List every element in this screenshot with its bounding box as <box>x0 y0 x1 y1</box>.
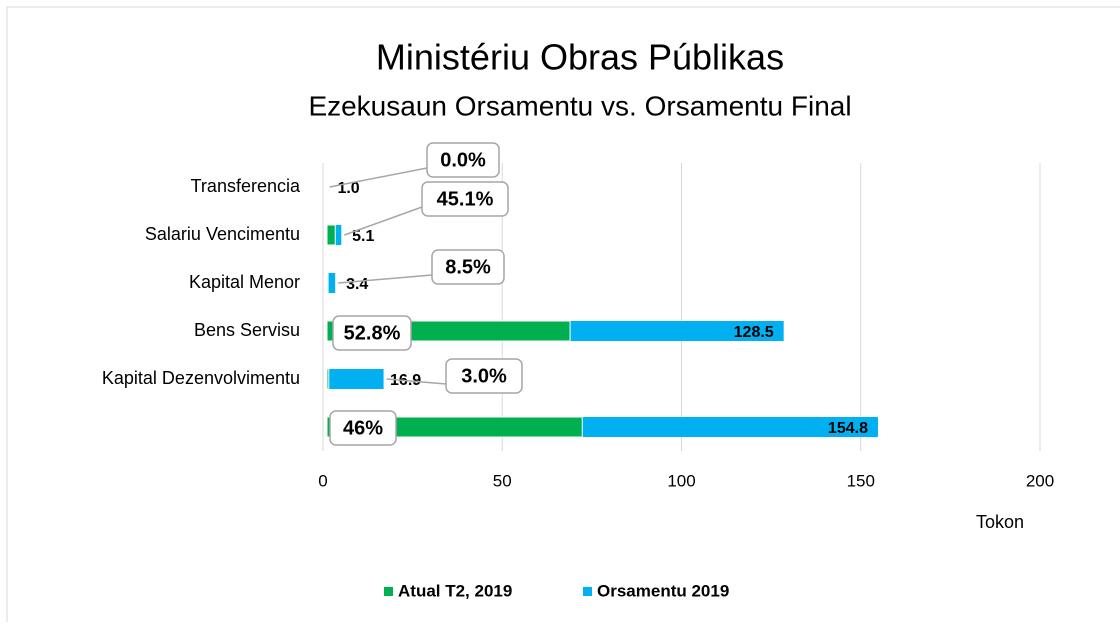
y-tick-label: Bens Servisu <box>194 320 300 340</box>
bar <box>326 272 329 294</box>
bar <box>326 224 336 246</box>
legend-label: Atual T2, 2019 <box>398 581 512 600</box>
leader-line <box>344 206 423 236</box>
callout-box <box>421 181 509 217</box>
callout-label: 3.0% <box>461 365 507 387</box>
callout-label: 45.1% <box>437 188 494 210</box>
callout-label: 46% <box>343 417 383 439</box>
x-tick-label: 150 <box>847 471 875 490</box>
callout-label: 0.0% <box>440 149 486 171</box>
x-tick-label: 0 <box>318 471 327 490</box>
data-label: 5.1 <box>352 228 374 245</box>
bar <box>327 273 336 293</box>
y-tick-label: Salariu Vencimentu <box>145 224 300 244</box>
data-label: 154.8 <box>828 420 868 437</box>
leader-line <box>329 167 428 188</box>
y-tick-label: Transferencia <box>191 176 301 196</box>
callout-box <box>329 410 397 446</box>
callout-label: 8.5% <box>445 256 491 278</box>
legend-swatch <box>583 587 592 596</box>
bar <box>327 369 384 389</box>
bar <box>326 368 330 390</box>
data-label: 3.4 <box>346 276 368 293</box>
callout-box <box>431 249 505 285</box>
legend-swatch <box>384 587 393 596</box>
x-tick-label: 200 <box>1026 471 1054 490</box>
callout-label: 52.8% <box>344 322 401 344</box>
chart-frame <box>6 6 1120 627</box>
leader-line <box>338 274 433 284</box>
callout-box <box>445 358 523 394</box>
y-tick-label: Kapital Dezenvolvimentu <box>102 368 300 388</box>
callout-box <box>332 315 412 351</box>
x-tick-label: 50 <box>493 471 512 490</box>
data-label: 128.5 <box>734 324 774 341</box>
chart-title: Ministériu Obras Públikas <box>376 37 784 78</box>
leader-line <box>386 378 447 385</box>
callout-box <box>426 142 500 178</box>
y-tick-label: Kapital Menor <box>189 272 300 292</box>
legend-label: Orsamentu 2019 <box>597 581 729 600</box>
chart-subtitle: Ezekusaun Orsamentu vs. Orsamentu Final <box>308 90 851 121</box>
x-tick-label: 100 <box>667 471 695 490</box>
x-axis-label: Tokon <box>976 512 1024 532</box>
